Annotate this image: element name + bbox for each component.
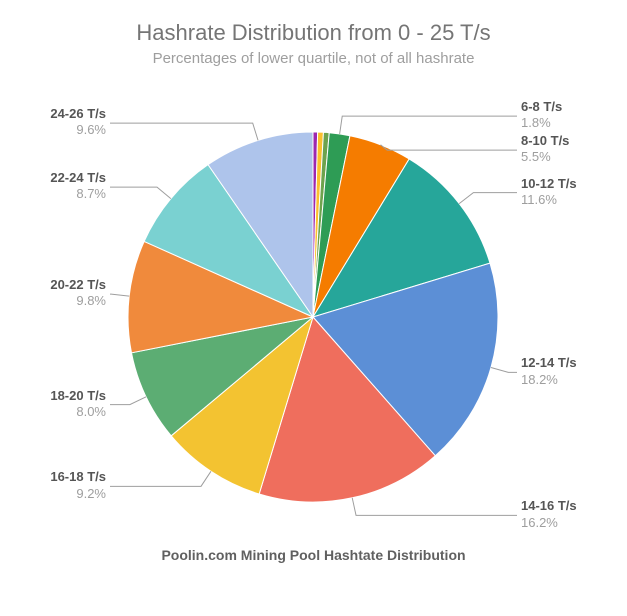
leader-line xyxy=(491,367,517,372)
leader-line xyxy=(340,116,517,134)
leader-line xyxy=(459,193,517,204)
leader-line xyxy=(352,498,517,516)
leader-line xyxy=(110,294,129,296)
leader-line xyxy=(110,397,146,405)
leader-line xyxy=(381,145,517,150)
pie-chart: 6-8 T/s1.8%8-10 T/s5.5%10-12 T/s11.6%12-… xyxy=(20,77,607,537)
leader-line xyxy=(110,471,211,486)
chart-title: Hashrate Distribution from 0 - 25 T/s xyxy=(20,20,607,46)
leader-line xyxy=(110,123,258,140)
pie-svg xyxy=(20,77,607,537)
chart-subtitle: Percentages of lower quartile, not of al… xyxy=(20,50,607,67)
leader-line xyxy=(110,187,171,199)
chart-caption: Poolin.com Mining Pool Hashtate Distribu… xyxy=(20,547,607,563)
